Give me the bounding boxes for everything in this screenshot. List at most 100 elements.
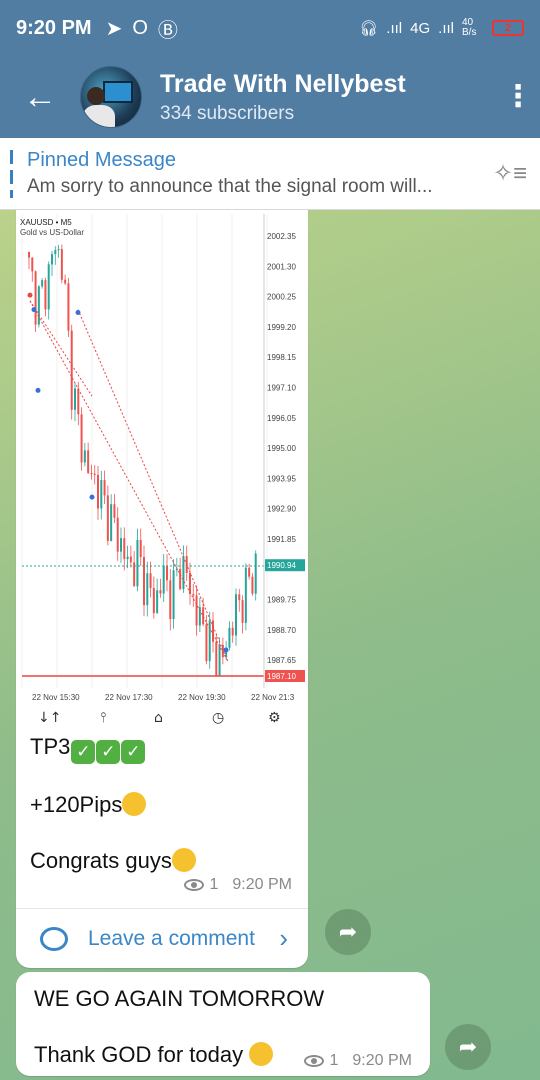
candle-body (238, 594, 241, 601)
price-tick-label: 1998.15 (267, 353, 296, 362)
current-price-badge (265, 559, 305, 572)
pin-list-icon[interactable]: ✧≡ (492, 160, 528, 187)
trade-marker (31, 307, 37, 313)
message-line-congrats: Congrats guys (30, 848, 172, 873)
chart-tool-icon[interactable]: ↓↑ (38, 710, 61, 726)
candle-body (110, 504, 113, 541)
candle-body (241, 600, 244, 623)
candle-body (120, 538, 122, 552)
battery-icon: 2 (492, 20, 524, 36)
candle-body (231, 627, 234, 636)
leave-comment-button[interactable]: Leave a comment › (16, 908, 308, 968)
candle-body (162, 565, 165, 594)
timeframe-icon[interactable]: ◷ (212, 710, 224, 726)
candle-body (70, 330, 73, 410)
candle-body (83, 450, 86, 463)
candle-body (175, 568, 178, 571)
candle-body (182, 556, 185, 590)
back-arrow-icon[interactable]: ← (23, 77, 57, 116)
candle-body (31, 257, 34, 272)
price-tick-label: 1988.70 (267, 626, 296, 635)
price-tick-label: 1987.10 (267, 672, 296, 681)
objects-icon[interactable]: ⚙ (268, 710, 281, 726)
candle-body (169, 580, 172, 620)
chat-title-area[interactable]: Trade With Nellybest 334 subscribers (160, 70, 496, 125)
price-tick-label: 1987.65 (267, 656, 296, 665)
pinned-indicator (10, 149, 13, 198)
chart-type-icon[interactable]: ⌂ (154, 710, 163, 726)
price-tick-label: 2001.30 (267, 262, 296, 271)
price-tick-label: 1990.94 (267, 561, 296, 570)
time-tick-label: 22 Nov 19:30 (178, 693, 226, 702)
check-emoji-icon: ✓ (96, 740, 121, 764)
price-tick-label: 2002.35 (267, 232, 296, 241)
candle-body (251, 576, 254, 594)
candle-body (146, 573, 149, 606)
candle-body (198, 607, 201, 626)
time-tick-label: 22 Nov 17:30 (105, 693, 153, 702)
candle-body (67, 283, 70, 331)
message-line-tp3: TP3 (30, 734, 71, 759)
more-vert-icon[interactable]: ⋮ (503, 80, 533, 113)
pinned-message-bar[interactable]: Pinned Message Am sorry to announce that… (0, 138, 540, 210)
candle-body (143, 557, 145, 606)
price-tick-label: 1995.00 (267, 444, 296, 453)
message-bubble: XAUUSD • M5 Gold vs US-Dollar 2002.35 200… (16, 210, 308, 968)
view-count: 1 (209, 876, 219, 893)
candle-body (60, 249, 63, 280)
price-tick-label: 1999.20 (267, 323, 296, 332)
message-time: 9:20 PM (232, 876, 292, 893)
status-bar: 9:20 PM ➤ O Ⓑ 🎧︎ .ııl 4G .ııl 40 B/s 2 (0, 0, 540, 56)
signal2-icon: .ııl (438, 19, 454, 37)
indicator-icon[interactable]: ⫯ (100, 710, 106, 726)
pinned-text: Am sorry to announce that the signal roo… (27, 176, 433, 197)
subscriber-count: 334 subscribers (160, 102, 295, 124)
message-meta: 1 9:20 PM (183, 876, 292, 894)
b-icon: Ⓑ (157, 19, 178, 42)
trade-line (29, 300, 93, 397)
candle-body (152, 588, 155, 614)
candle-body (34, 271, 37, 325)
price-tick-label: 1997.10 (267, 383, 296, 392)
candle-body (64, 279, 67, 284)
candle-body (166, 565, 168, 581)
signal-icon: .ııl (386, 19, 403, 37)
chevron-right-icon: › (279, 923, 288, 953)
candle-body (51, 254, 53, 265)
check-emoji-icon: ✓ (121, 740, 146, 764)
price-tick-label: 1991.85 (267, 535, 296, 544)
avatar[interactable] (80, 66, 142, 128)
low-price-badge (265, 670, 305, 682)
trade-marker (223, 647, 229, 653)
forward-button[interactable]: ➦ (325, 909, 371, 955)
trade-line (29, 300, 229, 662)
candle-body (97, 474, 99, 509)
trade-marker (89, 494, 95, 500)
clap-emoji-icon (171, 848, 196, 872)
candle-body (47, 264, 50, 310)
candle-body (212, 620, 214, 642)
candle-body (159, 590, 162, 594)
candle-body (74, 388, 76, 410)
o-icon: O (132, 16, 148, 39)
price-chart: XAUUSD • M5 Gold vs US-Dollar 2002.35 200… (16, 210, 308, 726)
candle-body (126, 556, 129, 560)
candle-body (136, 539, 139, 587)
candle-body (28, 251, 30, 258)
chart-image[interactable]: XAUUSD • M5 Gold vs US-Dollar 2002.35 200… (16, 210, 308, 726)
net-speed: 40 B/s (462, 17, 477, 38)
candle-body (54, 249, 57, 255)
price-tick-label: 1993.95 (267, 474, 296, 483)
candle-body (205, 624, 208, 662)
forward-button[interactable]: ➦ (445, 1024, 491, 1070)
message-line-pips: +120Pips (30, 792, 123, 817)
candle-body (202, 607, 205, 625)
comment-icon (40, 926, 68, 951)
candle-body (44, 280, 47, 310)
candle-body (248, 567, 251, 577)
candle-body (77, 388, 80, 415)
candle-body (195, 595, 198, 626)
candle-body (113, 504, 116, 518)
chart-description: Gold vs US-Dollar (20, 228, 84, 237)
candle-body (179, 568, 182, 590)
